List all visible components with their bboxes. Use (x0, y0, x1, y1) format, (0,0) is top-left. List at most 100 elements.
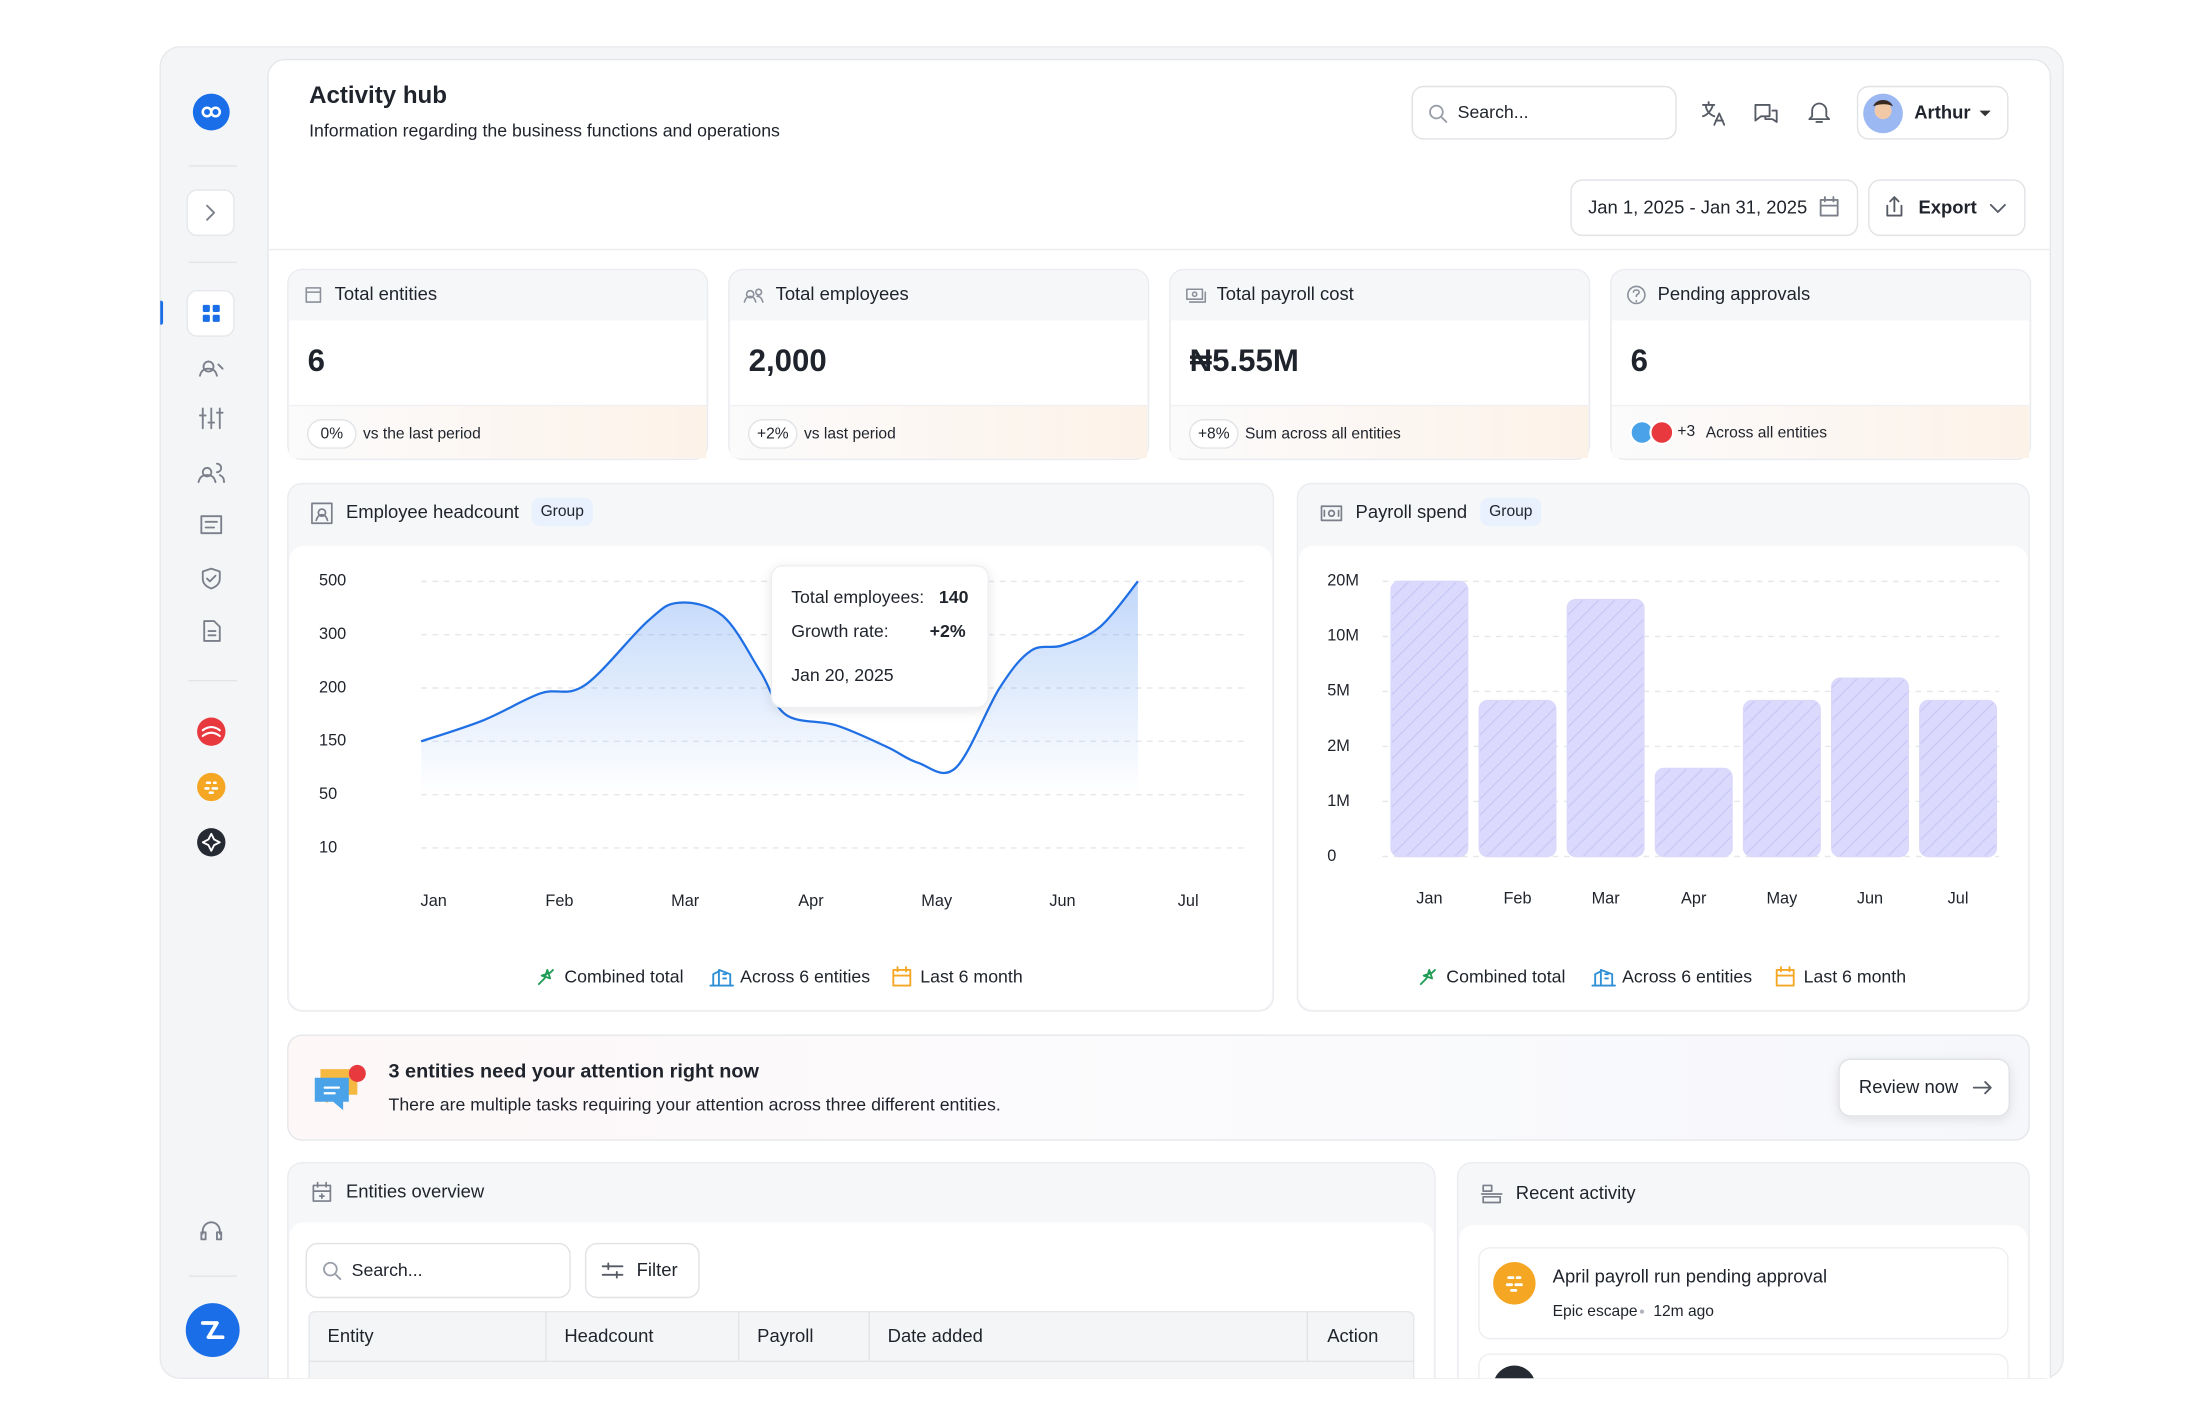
stat-badge (1188, 419, 1239, 449)
nav-indicator (160, 300, 164, 325)
stat-badge (747, 419, 798, 449)
column-header: Payroll (757, 1325, 813, 1346)
tooltip-value: 140 (939, 587, 969, 607)
arrow-right (1972, 1081, 1992, 1095)
x-tick-label: May (1766, 889, 1798, 907)
grid-icon-cell (212, 304, 220, 312)
stat-card-footer (1171, 405, 1589, 459)
x-tick-label: Feb (1503, 889, 1531, 907)
chart-title: Employee headcount (346, 501, 519, 522)
y-tick-label: 200 (319, 678, 346, 696)
calendar-icon (1819, 196, 1839, 217)
legend-label: Combined total (564, 966, 683, 986)
column-header: Entity (328, 1325, 375, 1346)
chart-card-icon (1320, 505, 1343, 522)
x-tick-label: Jul (1948, 889, 1969, 907)
page-subtitle: Information regarding the business funct… (309, 121, 780, 141)
stat-badge (306, 419, 357, 449)
nav-icon (199, 360, 224, 377)
legend-icon (537, 969, 554, 986)
activity-item[interactable] (1478, 1247, 2009, 1340)
y-tick-label: 0 (1327, 847, 1336, 865)
stat-value: 2,000 (749, 343, 827, 378)
stat-card-body (1612, 320, 2030, 406)
x-tick-label: Jun (1049, 892, 1075, 910)
x-tick-label: Feb (545, 892, 573, 910)
x-tick-label: Jul (1178, 892, 1199, 910)
search-icon (1429, 104, 1448, 123)
alert-title: 3 entities need your attention right now (389, 1060, 760, 1082)
x-tick-label: Jan (1416, 889, 1442, 907)
tooltip-label: Growth rate: (791, 621, 888, 641)
x-tick-label: Jun (1857, 889, 1883, 907)
search-placeholder: Search... (352, 1260, 423, 1280)
nav-icon (199, 407, 224, 430)
y-tick-label: 5M (1327, 682, 1350, 700)
activity-entity: Epic escape (1553, 1303, 1638, 1320)
legend-icon (1775, 966, 1795, 987)
legend-icon (1591, 969, 1616, 987)
bar (1654, 767, 1733, 858)
stat-note: Sum across all entities (1245, 426, 1401, 443)
expand-button[interactable] (186, 189, 235, 237)
stat-badge-text: 0% (321, 426, 344, 443)
y-tick-label: 50 (319, 785, 337, 803)
entity-logo-dark (197, 828, 226, 857)
caret (1979, 110, 1991, 117)
activity-entity-logo (1494, 1365, 1534, 1379)
legend-icon (709, 969, 735, 987)
grid-icon-cell (212, 314, 220, 322)
search-icon (323, 1261, 342, 1280)
line (420, 580, 1139, 775)
y-tick-label: 2M (1327, 737, 1350, 755)
entity-logo-mark (201, 832, 221, 852)
card-title: Entities overview (346, 1180, 485, 1201)
tooltip-value: +2% (930, 621, 966, 641)
translate-icon (1702, 101, 1726, 126)
stat-card-footer (730, 405, 1148, 459)
bar (1830, 677, 1909, 858)
date-range: Jan 1, 2025 - Jan 31, 2025 (1588, 196, 1807, 217)
tooltip (770, 565, 990, 709)
tooltip-date: Jan 20, 2025 (791, 665, 894, 685)
card-title: Recent activity (1516, 1182, 1637, 1203)
export-button[interactable] (1868, 179, 2026, 237)
stat-value: 6 (1631, 343, 1648, 378)
x-tick-label: Apr (798, 892, 824, 910)
search-box[interactable] (1411, 85, 1677, 140)
filter-button[interactable] (584, 1242, 700, 1299)
nav-active[interactable] (186, 289, 235, 337)
entities-search[interactable] (305, 1242, 571, 1299)
bar (1566, 598, 1645, 858)
activity-title: April payroll run pending approval (1553, 1266, 1827, 1287)
stat-label: Pending approvals (1658, 283, 1811, 304)
line-area (421, 581, 1138, 795)
bar (1478, 699, 1557, 858)
chat-icon (1754, 104, 1778, 123)
nav-icon (197, 462, 225, 484)
group-tag (531, 497, 593, 527)
date-range-picker[interactable] (1570, 179, 1859, 237)
alert-icon-lines (323, 1086, 341, 1095)
search-placeholder: Search... (1458, 102, 1529, 122)
table-header (308, 1310, 1415, 1379)
stat-card-body (289, 320, 707, 406)
nav-icon (203, 620, 221, 642)
legend-label: Across 6 entities (1622, 966, 1752, 986)
stat-label: Total entities (335, 283, 437, 304)
chart-card-icon (311, 502, 333, 525)
chevron-right (206, 204, 216, 221)
bar (1742, 699, 1821, 858)
stat-card-body (1171, 320, 1589, 406)
workspace-mark (200, 1321, 225, 1340)
stat-icon (1627, 285, 1646, 305)
entity-logo-mark (204, 781, 219, 794)
review-button[interactable] (1838, 1058, 2010, 1117)
filter-label: Filter (637, 1259, 678, 1280)
column-header: Date added (888, 1325, 983, 1346)
activity-item (1478, 1353, 2009, 1379)
entity-logo-orange (197, 772, 226, 802)
approver-avatar (1649, 420, 1675, 445)
nav-icon (200, 515, 223, 535)
